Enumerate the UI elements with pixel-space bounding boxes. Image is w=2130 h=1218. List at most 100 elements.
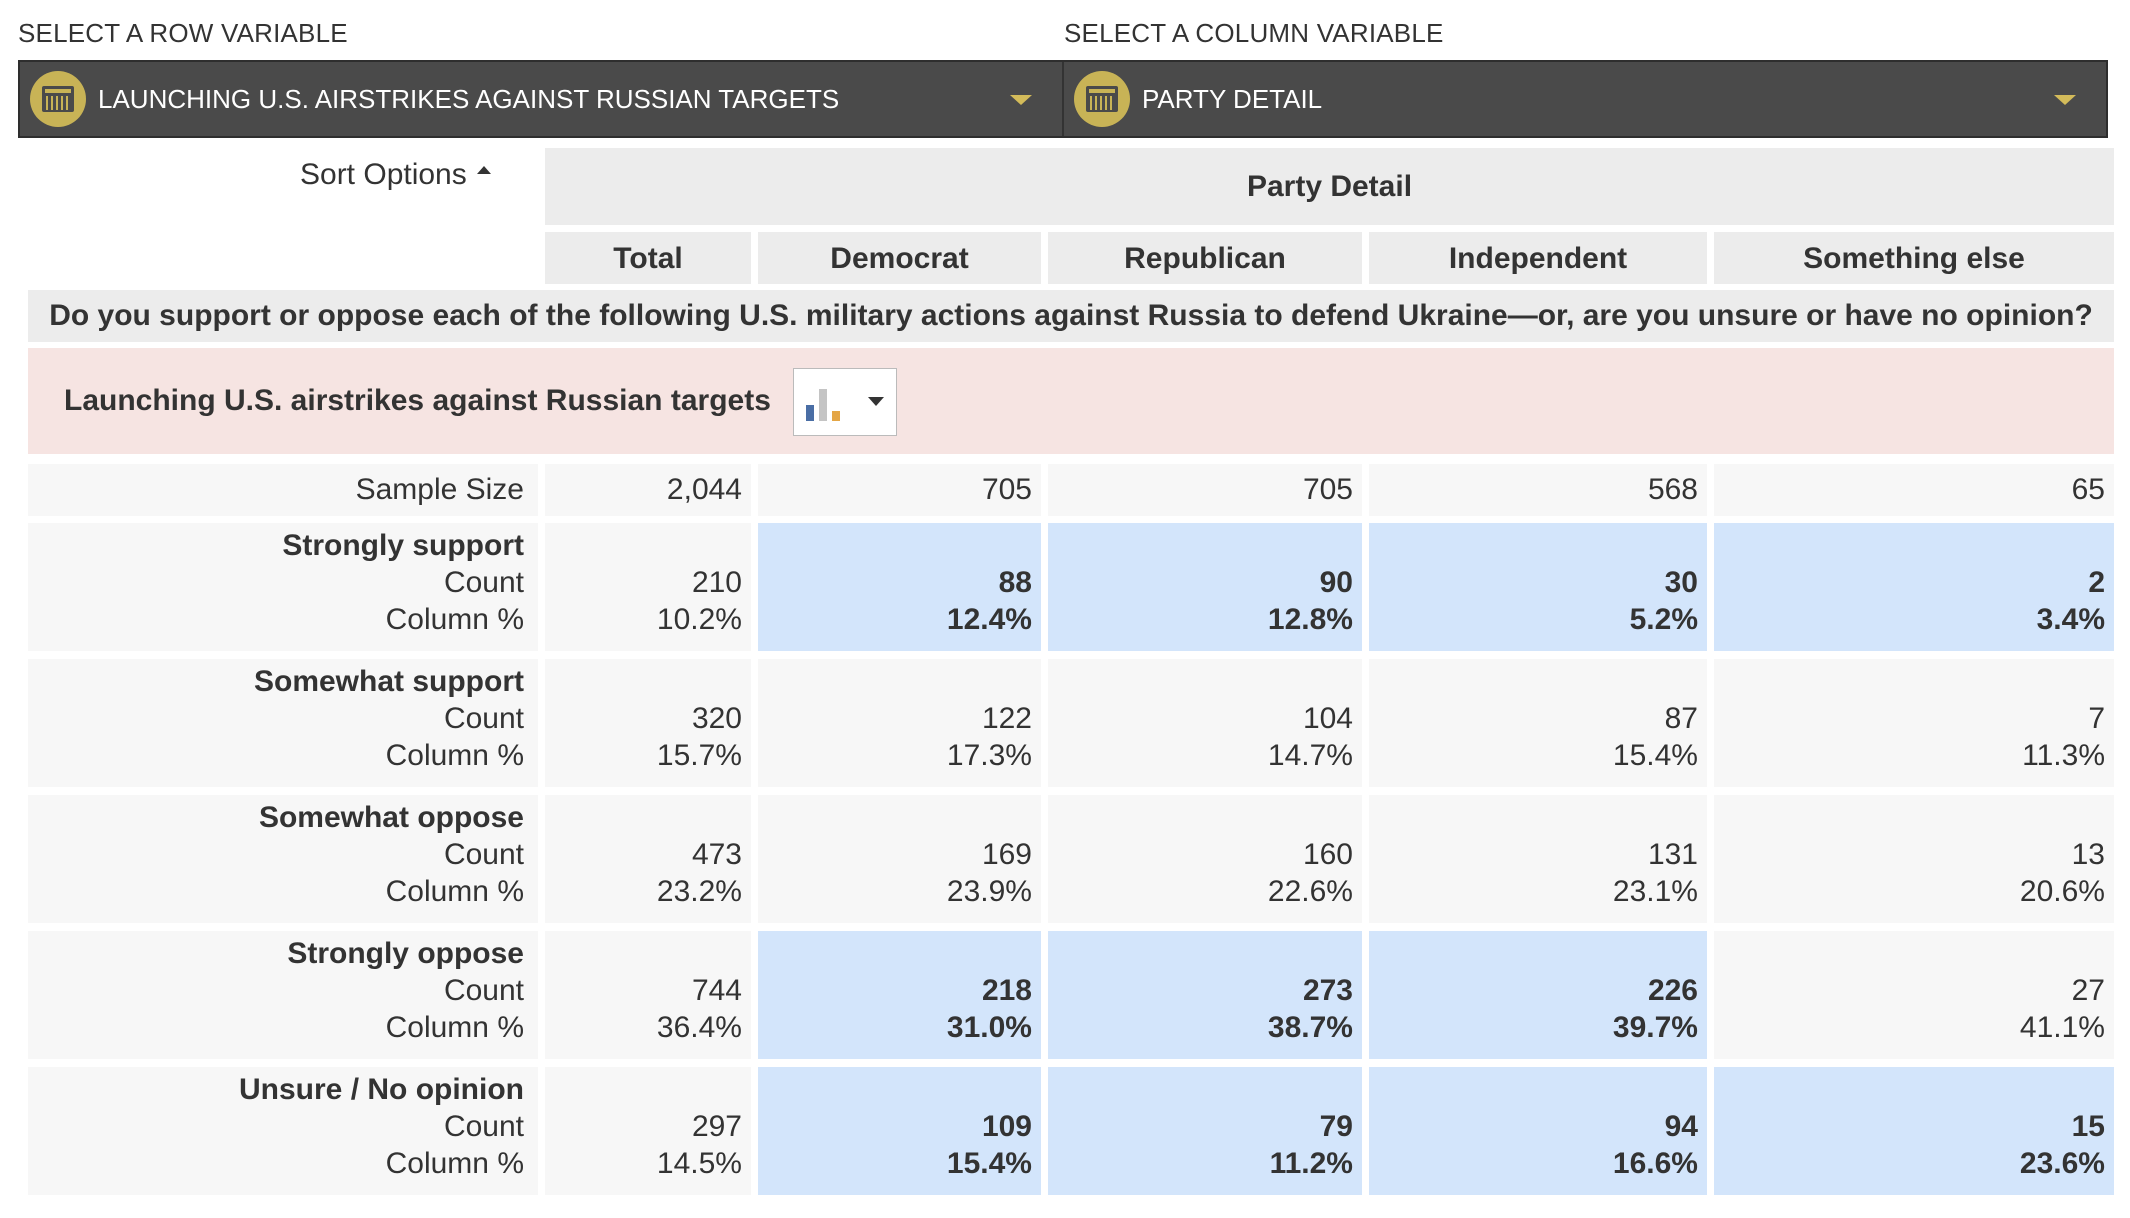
row-label-group: Somewhat support Count Column % — [28, 659, 538, 787]
column-header-democrat[interactable]: Democrat — [758, 232, 1041, 284]
table-cell: 87 15.4% — [1369, 659, 1707, 787]
caret-up-icon — [476, 166, 491, 174]
count-label: Count — [443, 566, 524, 599]
bar-chart-icon — [806, 389, 840, 421]
column-pct-label: Column % — [385, 875, 524, 908]
count-value: 218 — [981, 974, 1032, 1007]
count-value: 15 — [2071, 1110, 2105, 1143]
count-value: 7 — [2088, 702, 2105, 735]
column-group-header: Party Detail — [545, 148, 2114, 225]
sample-size-democrat: 705 — [758, 464, 1041, 516]
count-value: 297 — [691, 1110, 742, 1143]
column-pct-value: 22.6% — [1267, 875, 1353, 908]
table-icon — [30, 71, 86, 127]
table-cell: 15 23.6% — [1714, 1067, 2114, 1195]
count-value: 90 — [1319, 566, 1353, 599]
sample-size-independent: 568 — [1369, 464, 1707, 516]
column-pct-label: Column % — [385, 739, 524, 772]
row-variable-label: SELECT A ROW VARIABLE — [18, 18, 348, 48]
table-cell: 320 15.7% — [545, 659, 751, 787]
table-cell: 744 36.4% — [545, 931, 751, 1059]
table-cell: 169 23.9% — [758, 795, 1041, 923]
count-value: 94 — [1664, 1110, 1698, 1143]
column-pct-value: 12.4% — [946, 603, 1032, 636]
variable-title: Launching U.S. airstrikes against Russia… — [64, 384, 771, 417]
table-cell: 297 14.5% — [545, 1067, 751, 1195]
row-variable-dropdown[interactable]: LAUNCHING U.S. AIRSTRIKES AGAINST RUSSIA… — [20, 62, 1062, 136]
selector-divider — [1062, 62, 1064, 136]
question-text: Do you support or oppose each of the fol… — [28, 290, 2114, 342]
column-pct-value: 15.4% — [946, 1147, 1032, 1180]
column-pct-value: 12.8% — [1267, 603, 1353, 636]
column-pct-value: 23.2% — [656, 875, 742, 908]
column-header-independent[interactable]: Independent — [1369, 232, 1707, 284]
count-value: 27 — [2071, 974, 2105, 1007]
count-value: 104 — [1302, 702, 1353, 735]
count-value: 13 — [2071, 838, 2105, 871]
table-cell: 30 5.2% — [1369, 523, 1707, 651]
table-cell: 226 39.7% — [1369, 931, 1707, 1059]
response-label: Strongly oppose — [287, 937, 524, 970]
column-pct-value: 38.7% — [1267, 1011, 1353, 1044]
table-cell: 27 41.1% — [1714, 931, 2114, 1059]
column-pct-value: 39.7% — [1612, 1011, 1698, 1044]
column-pct-value: 3.4% — [2036, 603, 2105, 636]
count-value: 169 — [981, 838, 1032, 871]
count-value: 79 — [1319, 1110, 1353, 1143]
sample-size-total: 2,044 — [545, 464, 751, 516]
table-cell: 210 10.2% — [545, 523, 751, 651]
column-pct-value: 15.4% — [1612, 739, 1698, 772]
sort-options-toggle[interactable]: Sort Options — [300, 158, 491, 192]
count-label: Count — [443, 1110, 524, 1143]
count-value: 160 — [1302, 838, 1353, 871]
row-label-group: Unsure / No opinion Count Column % — [28, 1067, 538, 1195]
chart-type-button[interactable] — [793, 368, 897, 436]
count-value: 273 — [1302, 974, 1353, 1007]
table-cell: 218 31.0% — [758, 931, 1041, 1059]
response-label: Unsure / No opinion — [239, 1073, 524, 1106]
table-cell: 90 12.8% — [1048, 523, 1362, 651]
column-variable-value: PARTY DETAIL — [1142, 83, 1323, 114]
table-cell: 104 14.7% — [1048, 659, 1362, 787]
response-label: Somewhat oppose — [258, 801, 524, 834]
count-value: 87 — [1664, 702, 1698, 735]
count-value: 122 — [981, 702, 1032, 735]
sort-options-label: Sort Options — [300, 158, 467, 191]
column-pct-value: 31.0% — [946, 1011, 1032, 1044]
row-variable-value: LAUNCHING U.S. AIRSTRIKES AGAINST RUSSIA… — [98, 83, 840, 114]
column-pct-label: Column % — [385, 1011, 524, 1044]
chevron-down-icon — [2054, 95, 2076, 105]
column-pct-label: Column % — [385, 603, 524, 636]
response-label: Strongly support — [282, 529, 524, 562]
column-pct-value: 10.2% — [656, 603, 742, 636]
table-cell: 122 17.3% — [758, 659, 1041, 787]
table-cell: 13 20.6% — [1714, 795, 2114, 923]
sample-size-label: Sample Size — [28, 464, 538, 516]
table-cell: 160 22.6% — [1048, 795, 1362, 923]
count-value: 320 — [691, 702, 742, 735]
sample-size-something-else: 65 — [1714, 464, 2114, 516]
column-pct-value: 23.1% — [1612, 875, 1698, 908]
variable-row: Launching U.S. airstrikes against Russia… — [28, 348, 2114, 454]
column-header-total[interactable]: Total — [545, 232, 751, 284]
response-label: Somewhat support — [253, 665, 524, 698]
column-variable-dropdown[interactable]: PARTY DETAIL — [1064, 62, 2106, 136]
count-value: 473 — [691, 838, 742, 871]
column-pct-value: 20.6% — [2019, 875, 2105, 908]
count-value: 88 — [998, 566, 1032, 599]
count-value: 109 — [981, 1110, 1032, 1143]
column-variable-label: SELECT A COLUMN VARIABLE — [1064, 18, 1444, 48]
column-pct-value: 5.2% — [1629, 603, 1698, 636]
table-cell: 7 11.3% — [1714, 659, 2114, 787]
column-header-republican[interactable]: Republican — [1048, 232, 1362, 284]
column-pct-value: 11.3% — [2022, 739, 2105, 772]
count-value: 2 — [2088, 566, 2105, 599]
column-pct-value: 14.7% — [1267, 739, 1353, 772]
column-pct-label: Column % — [385, 1147, 524, 1180]
table-cell: 473 23.2% — [545, 795, 751, 923]
table-cell: 79 11.2% — [1048, 1067, 1362, 1195]
column-pct-value: 41.1% — [2019, 1011, 2105, 1044]
column-pct-value: 15.7% — [656, 739, 742, 772]
column-header-something-else[interactable]: Something else — [1714, 232, 2114, 284]
table-cell: 88 12.4% — [758, 523, 1041, 651]
